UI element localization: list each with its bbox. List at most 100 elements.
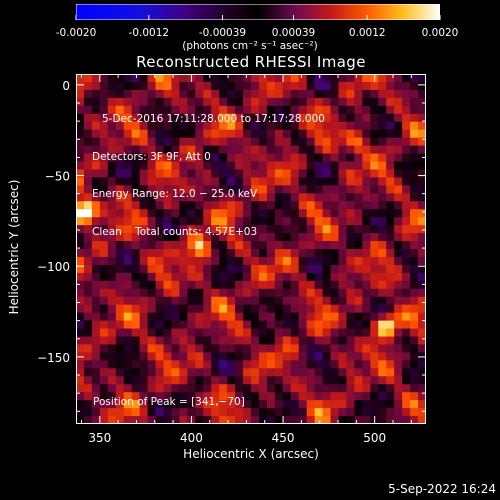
heatmap-cell [139, 225, 148, 234]
heatmap-cell [418, 368, 426, 377]
heatmap-cell [251, 81, 260, 91]
heatmap-cell [314, 408, 323, 417]
heatmap-cell [266, 352, 276, 361]
heatmap-cell [123, 304, 133, 314]
heatmap-cell [402, 264, 411, 274]
heatmap-cell [418, 121, 426, 131]
heatmap-cell [346, 129, 355, 139]
heatmap-cell [394, 201, 403, 210]
heatmap-cell [203, 153, 212, 162]
heatmap-cell [354, 288, 363, 298]
heatmap-cell [171, 280, 180, 290]
heatmap-cell [378, 256, 387, 266]
heatmap-cell [171, 336, 180, 345]
heatmap-cell [330, 312, 339, 321]
heatmap-cell [83, 368, 93, 377]
heatmap-cell [131, 360, 141, 369]
heatmap-cell [227, 264, 236, 274]
heatmap-cell [195, 233, 204, 242]
heatmap-cell [330, 272, 339, 282]
clean-total-counts: Clean Total counts: 4.57E+03 [92, 225, 258, 238]
heatmap-cell [179, 137, 188, 146]
heatmap-cell [378, 384, 387, 393]
heatmap-cell [410, 264, 419, 274]
heatmap-cell [386, 368, 395, 377]
heatmap-cell [282, 320, 292, 329]
heatmap-cell [83, 233, 93, 242]
heatmap-cell [346, 352, 355, 361]
heatmap-cell [370, 81, 379, 91]
heatmap-cell [123, 169, 133, 178]
heatmap-cell [235, 241, 244, 250]
heatmap-cell [211, 241, 220, 250]
heatmap-cell [330, 392, 339, 401]
heatmap-cell [354, 384, 363, 393]
heatmap-cell [290, 145, 300, 154]
heatmap-cell [99, 376, 109, 385]
heatmap-cell [330, 225, 339, 234]
heatmap-cell [203, 376, 212, 385]
heatmap-cell [322, 161, 331, 170]
heatmap-cell [338, 344, 347, 353]
heatmap-cell [139, 121, 148, 131]
heatmap-cell [107, 408, 117, 417]
heatmap-cell [394, 312, 403, 321]
heatmap-cell [410, 312, 419, 321]
heatmap-cell [99, 272, 109, 282]
heatmap-cell [346, 105, 355, 115]
heatmap-cell [83, 264, 93, 274]
heatmap-cell [131, 376, 141, 385]
heatmap-cell [203, 384, 212, 393]
heatmap-cell [203, 408, 212, 417]
heatmap-cell [115, 304, 125, 314]
heatmap-cell [322, 153, 331, 162]
heatmap-cell [203, 137, 212, 146]
heatmap-cell [203, 89, 212, 99]
heatmap-cell [394, 352, 403, 361]
heatmap-cell [378, 312, 387, 321]
heatmap-cell [394, 153, 403, 162]
heatmap-cell [139, 416, 148, 424]
heatmap-cell [107, 368, 117, 377]
heatmap-cell [330, 137, 339, 146]
heatmap-cell [115, 137, 125, 146]
heatmap-cell [147, 209, 156, 218]
heatmap-cell [243, 209, 252, 218]
heatmap-cell [338, 169, 347, 178]
heatmap-cell [99, 384, 109, 393]
heatmap-cell [155, 193, 164, 202]
heatmap-cell [386, 121, 395, 131]
heatmap-cell [107, 344, 117, 353]
heatmap-cell [402, 312, 411, 321]
heatmap-cell [219, 225, 228, 234]
heatmap-cell [91, 408, 101, 417]
heatmap-cell [195, 81, 204, 91]
heatmap-cell [266, 74, 276, 83]
heatmap-cell [362, 201, 371, 210]
heatmap-cell [338, 400, 347, 409]
heatmap-cell [155, 121, 164, 131]
heatmap-cell [354, 185, 363, 194]
heatmap-cell [290, 193, 300, 202]
heatmap-cell [243, 280, 252, 290]
heatmap-cell [171, 272, 180, 282]
heatmap-cell [251, 328, 260, 337]
heatmap-cell [346, 312, 355, 321]
heatmap-cell [179, 161, 188, 170]
heatmap-cell [163, 137, 172, 146]
heatmap-cell [330, 376, 339, 385]
heatmap-cell [418, 137, 426, 146]
heatmap-cell [362, 400, 371, 409]
heatmap-cell [370, 249, 379, 258]
heatmap-cell [139, 209, 148, 218]
heatmap-cell [251, 256, 260, 266]
heatmap-cell [274, 368, 284, 377]
heatmap-cell [115, 416, 125, 424]
heatmap-cell [282, 256, 292, 266]
heatmap-cell [314, 121, 323, 131]
heatmap-cell [107, 304, 117, 314]
heatmap-cell [402, 185, 411, 194]
heatmap-cell [227, 97, 236, 107]
heatmap-cell [83, 304, 93, 314]
heatmap-cell [179, 360, 188, 369]
